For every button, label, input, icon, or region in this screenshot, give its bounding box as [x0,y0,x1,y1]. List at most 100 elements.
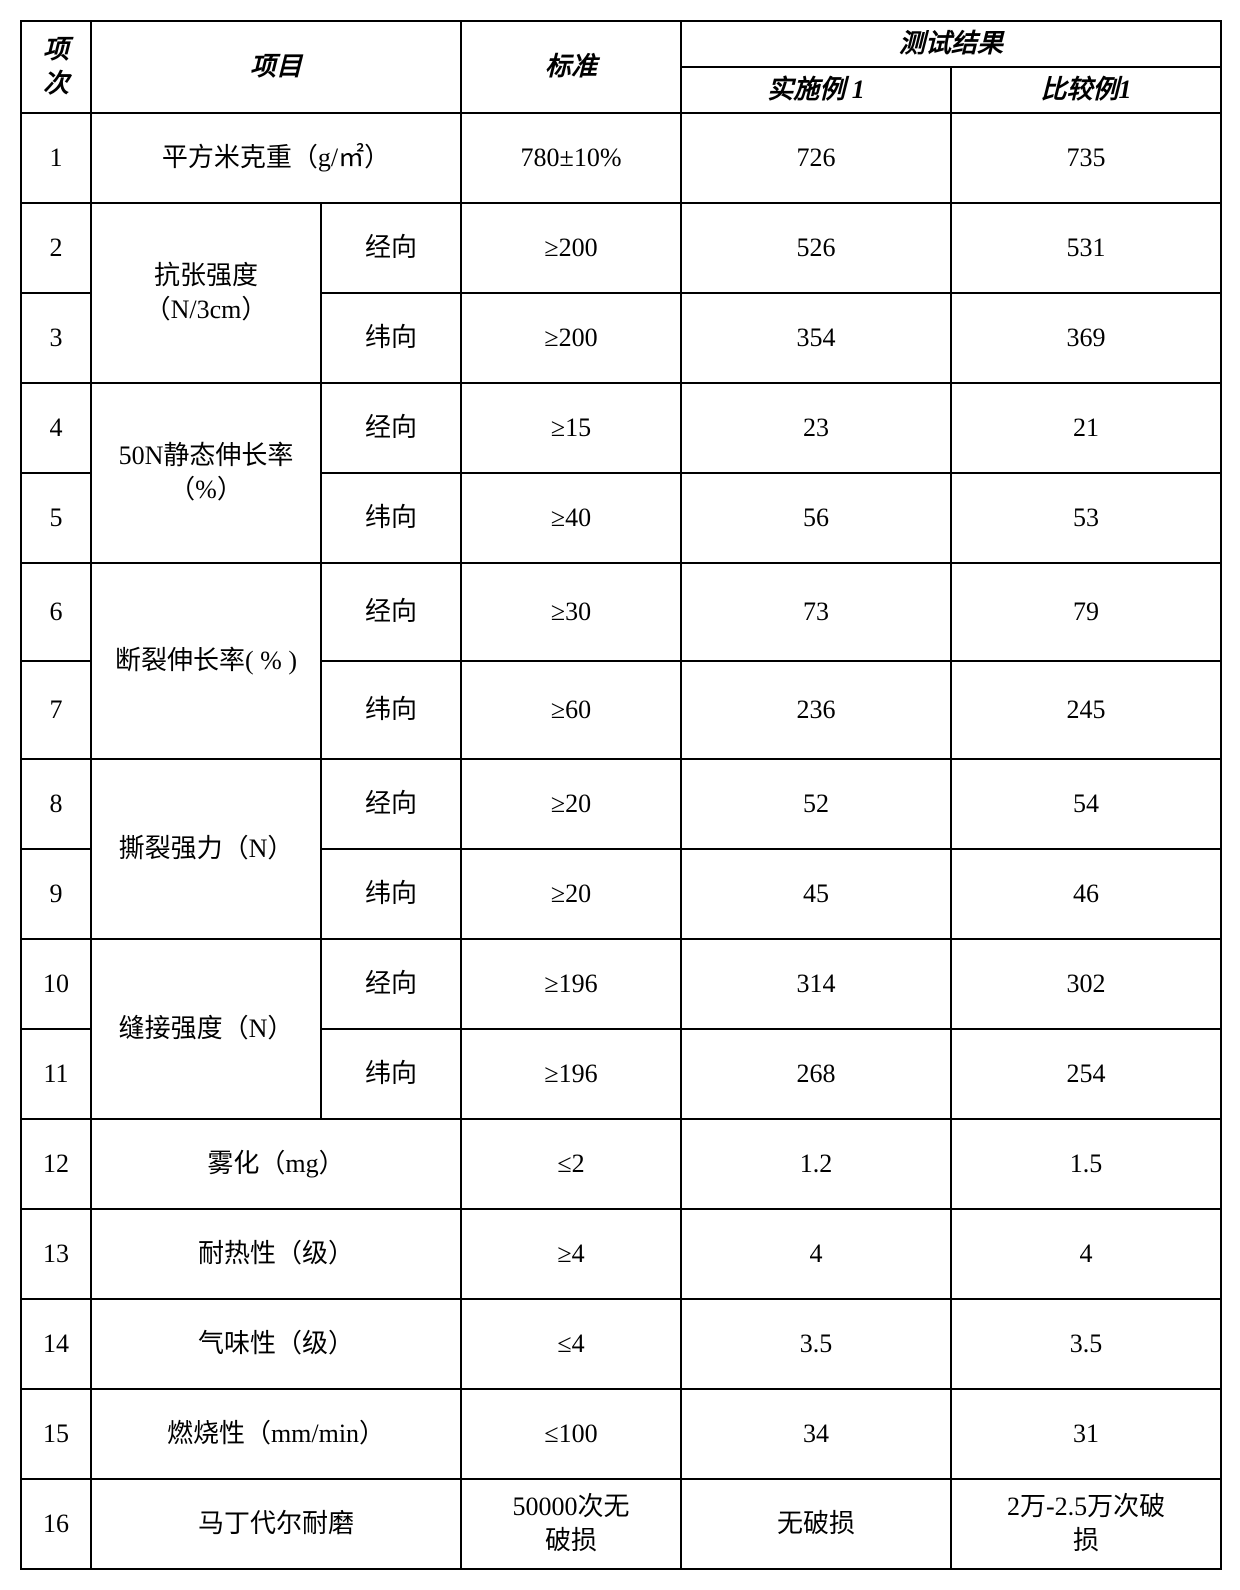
cell-index: 4 [21,383,91,473]
cell-result2: 31 [951,1389,1221,1479]
cell-direction: 经向 [321,563,461,661]
cell-index: 8 [21,759,91,849]
cell-project: 耐热性（级） [91,1209,461,1299]
cell-result2: 245 [951,661,1221,759]
table-row: 15 燃烧性（mm/min） ≤100 34 31 [21,1389,1221,1479]
table-row: 14 气味性（级） ≤4 3.5 3.5 [21,1299,1221,1389]
cell-project-group: 撕裂强力（N） [91,759,321,939]
cell-project-group: 50N静态伸长率（%） [91,383,321,563]
cell-result1: 52 [681,759,951,849]
cell-result2: 2万-2.5万次破损 [951,1479,1221,1569]
cell-index: 10 [21,939,91,1029]
cell-result2: 1.5 [951,1119,1221,1209]
cell-result1: 73 [681,563,951,661]
table-row: 6 断裂伸长率( % ) 经向 ≥30 73 79 [21,563,1221,661]
table-row: 13 耐热性（级） ≥4 4 4 [21,1209,1221,1299]
cell-result1: 45 [681,849,951,939]
cell-standard: ≥4 [461,1209,681,1299]
cell-standard: ≤4 [461,1299,681,1389]
cell-result2: 735 [951,113,1221,203]
cell-result2: 79 [951,563,1221,661]
hdr-results: 测试结果 [681,21,1221,67]
cell-standard: ≥200 [461,293,681,383]
cell-direction: 经向 [321,759,461,849]
cell-result2: 302 [951,939,1221,1029]
cell-index: 15 [21,1389,91,1479]
table-row: 16 马丁代尔耐磨 50000次无破损 无破损 2万-2.5万次破损 [21,1479,1221,1569]
table-row: 10 缝接强度（N） 经向 ≥196 314 302 [21,939,1221,1029]
cell-result1: 4 [681,1209,951,1299]
cell-project-group: 抗张强度（N/3cm） [91,203,321,383]
cell-result1: 236 [681,661,951,759]
cell-result2: 531 [951,203,1221,293]
cell-standard: ≤2 [461,1119,681,1209]
cell-index: 5 [21,473,91,563]
cell-direction: 纬向 [321,473,461,563]
cell-result1: 314 [681,939,951,1029]
cell-project: 燃烧性（mm/min） [91,1389,461,1479]
spec-table: 项次 项目 标准 测试结果 实施例 1 比较例1 1 平方米克重（g/㎡） 78… [20,20,1222,1570]
cell-direction: 纬向 [321,849,461,939]
table-row: 1 平方米克重（g/㎡） 780±10% 726 735 [21,113,1221,203]
cell-standard: 50000次无破损 [461,1479,681,1569]
hdr-result2: 比较例1 [951,67,1221,113]
cell-result2: 54 [951,759,1221,849]
cell-direction: 经向 [321,203,461,293]
cell-standard: ≥15 [461,383,681,473]
cell-project: 气味性（级） [91,1299,461,1389]
cell-standard: ≥196 [461,939,681,1029]
table-row: 2 抗张强度（N/3cm） 经向 ≥200 526 531 [21,203,1221,293]
cell-index: 14 [21,1299,91,1389]
cell-standard: ≥20 [461,849,681,939]
cell-result1: 354 [681,293,951,383]
cell-index: 11 [21,1029,91,1119]
cell-result2: 46 [951,849,1221,939]
cell-result2: 254 [951,1029,1221,1119]
cell-project: 平方米克重（g/㎡） [91,113,461,203]
cell-index: 2 [21,203,91,293]
cell-result1: 3.5 [681,1299,951,1389]
cell-result2: 3.5 [951,1299,1221,1389]
cell-standard: ≥20 [461,759,681,849]
cell-project-group: 缝接强度（N） [91,939,321,1119]
cell-standard: ≥60 [461,661,681,759]
cell-result1: 1.2 [681,1119,951,1209]
table-row: 8 撕裂强力（N） 经向 ≥20 52 54 [21,759,1221,849]
cell-result2: 4 [951,1209,1221,1299]
cell-result2: 21 [951,383,1221,473]
cell-index: 9 [21,849,91,939]
cell-direction: 经向 [321,383,461,473]
cell-project-group: 断裂伸长率( % ) [91,563,321,759]
cell-standard: ≥200 [461,203,681,293]
cell-standard: 780±10% [461,113,681,203]
hdr-project: 项目 [91,21,461,113]
cell-project: 雾化（mg） [91,1119,461,1209]
cell-standard: ≥40 [461,473,681,563]
table-row: 12 雾化（mg） ≤2 1.2 1.5 [21,1119,1221,1209]
cell-result2: 53 [951,473,1221,563]
cell-index: 13 [21,1209,91,1299]
cell-index: 3 [21,293,91,383]
cell-standard: ≥30 [461,563,681,661]
cell-result2: 369 [951,293,1221,383]
cell-project: 马丁代尔耐磨 [91,1479,461,1569]
cell-index: 1 [21,113,91,203]
cell-direction: 纬向 [321,661,461,759]
cell-index: 12 [21,1119,91,1209]
cell-index: 7 [21,661,91,759]
cell-result1: 268 [681,1029,951,1119]
cell-result1: 34 [681,1389,951,1479]
hdr-standard: 标准 [461,21,681,113]
cell-result1: 23 [681,383,951,473]
table-row: 4 50N静态伸长率（%） 经向 ≥15 23 21 [21,383,1221,473]
table-header-row: 项次 项目 标准 测试结果 [21,21,1221,67]
cell-result1: 无破损 [681,1479,951,1569]
cell-direction: 纬向 [321,1029,461,1119]
cell-standard: ≥196 [461,1029,681,1119]
cell-direction: 经向 [321,939,461,1029]
cell-result1: 526 [681,203,951,293]
cell-result1: 726 [681,113,951,203]
cell-result1: 56 [681,473,951,563]
cell-index: 16 [21,1479,91,1569]
hdr-index: 项次 [21,21,91,113]
